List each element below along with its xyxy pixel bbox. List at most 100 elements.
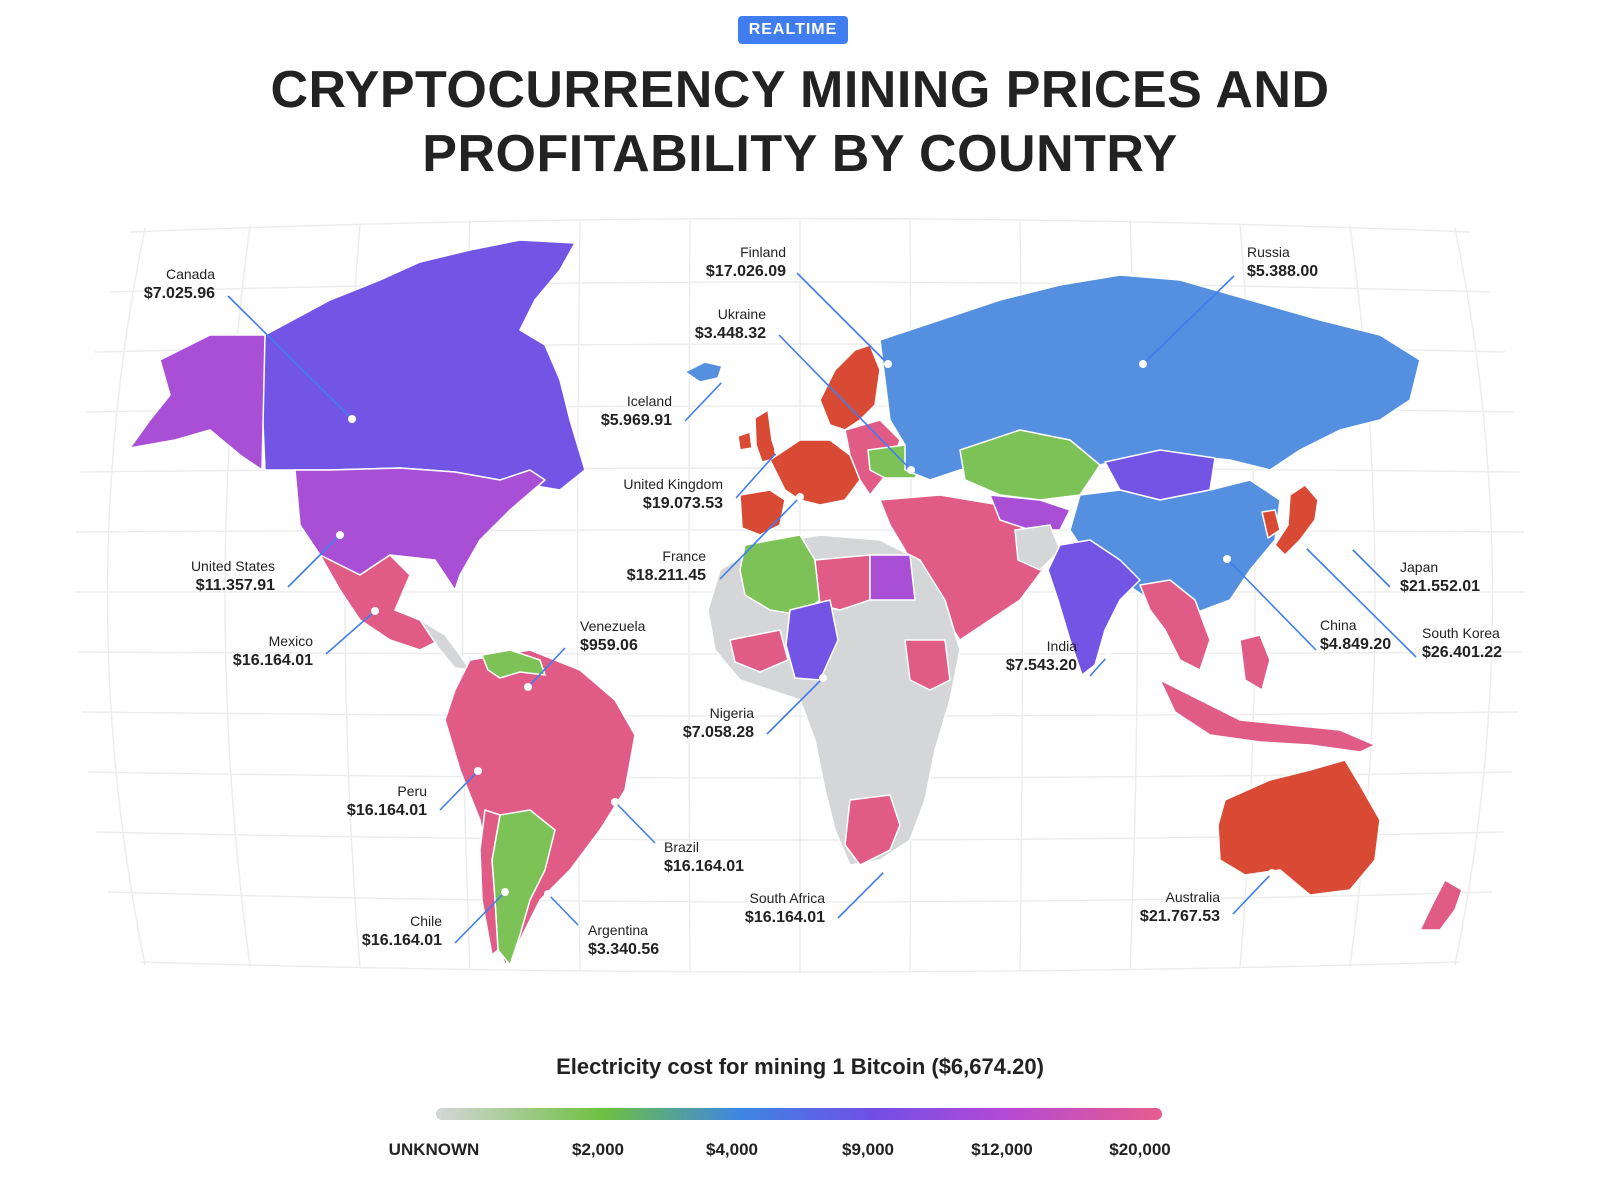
western-europe-region xyxy=(769,439,861,506)
central-asia-region xyxy=(989,494,1071,531)
legend-tick: $20,000 xyxy=(1109,1140,1171,1159)
country-cost-value: $3.340.56 xyxy=(588,941,659,958)
country-cost-value: $7.025.96 xyxy=(144,285,215,302)
country-name-label: Brazil xyxy=(664,839,699,855)
callout-leader-line xyxy=(766,677,824,735)
country-cost-value: $16.164.01 xyxy=(664,858,744,875)
canada-region xyxy=(261,239,586,491)
india-region xyxy=(1047,539,1141,676)
country-name-label: Peru xyxy=(397,783,427,799)
callout-leader-line xyxy=(778,334,912,471)
country-marker-dot xyxy=(611,798,619,806)
south-africa-region xyxy=(844,794,901,866)
country-name-label: Australia xyxy=(1166,889,1221,905)
callout-leader-line xyxy=(1142,275,1235,365)
country-name-label: Iceland xyxy=(627,393,672,409)
callout-leader-line xyxy=(439,770,479,811)
country-cost-value: $17.026.09 xyxy=(706,263,786,280)
country-marker-dot xyxy=(884,360,892,368)
venezuela-region xyxy=(481,649,546,679)
country-cost-value: $16.164.01 xyxy=(347,802,427,819)
country-callouts: Canada $7.025.96 United States $11.357.91 Me… xyxy=(144,244,1502,958)
callout-leader-line xyxy=(547,893,579,926)
callout-leader-line xyxy=(719,496,801,580)
country-marker-dot xyxy=(501,888,509,896)
legend-tick: UNKNOWN xyxy=(388,1140,480,1159)
callout-leader-line xyxy=(684,379,725,422)
country-name-label: South Africa xyxy=(750,890,826,906)
country-name-label: Venezuela xyxy=(580,618,646,634)
japan-region xyxy=(1274,484,1319,556)
country-name-label: Ukraine xyxy=(718,306,766,322)
country-name-label: France xyxy=(662,548,706,564)
country-cost-value: $19.073.53 xyxy=(643,495,723,512)
country-cost-value: $959.06 xyxy=(580,637,638,654)
title-line-1: CRYPTOCURRENCY MINING PRICES AND xyxy=(270,61,1330,119)
country-cost-value: $26.401.22 xyxy=(1422,644,1502,661)
country-cost-value: $7.058.28 xyxy=(683,724,754,741)
country-marker-dot xyxy=(1139,360,1147,368)
legend-tick: $2,000 xyxy=(572,1140,624,1159)
country-marker-dot xyxy=(474,767,482,775)
callout-leader-line xyxy=(454,891,506,944)
callout-leader-line xyxy=(837,869,887,919)
australia-region xyxy=(1217,759,1381,896)
country-marker-dot xyxy=(796,493,804,501)
callout-leader-line xyxy=(1226,558,1317,651)
page-title: CRYPTOCURRENCY MINING PRICES AND PROFITA… xyxy=(0,58,1600,186)
afghanistan-region xyxy=(1014,524,1061,571)
callout-leader-line xyxy=(287,534,341,588)
country-name-label: Chile xyxy=(410,913,442,929)
callout-leader-line xyxy=(227,295,353,420)
country-marker-dot xyxy=(336,531,344,539)
country-cost-value: $11.357.91 xyxy=(196,577,275,594)
country-name-label: United Kingdom xyxy=(623,476,723,492)
legend-tick: $4,000 xyxy=(706,1140,758,1159)
west-africa-region xyxy=(729,629,789,673)
indonesia-region xyxy=(1159,679,1376,753)
country-name-label: United States xyxy=(191,558,275,574)
legend-color-scale xyxy=(436,1108,1162,1120)
legend-tick: $12,000 xyxy=(971,1140,1033,1159)
iberia-region xyxy=(739,489,786,536)
ireland-region xyxy=(737,431,753,451)
country-marker-dot xyxy=(774,447,782,455)
country-name-label: India xyxy=(1047,638,1078,654)
country-marker-dot xyxy=(1300,542,1308,550)
country-marker-dot xyxy=(544,890,552,898)
country-marker-dot xyxy=(819,674,827,682)
country-marker-dot xyxy=(882,866,890,874)
callout-leader-line xyxy=(325,610,376,655)
callout-leader-line xyxy=(1349,546,1391,588)
country-cost-value: $3.448.32 xyxy=(695,325,766,342)
country-marker-dot xyxy=(1104,652,1112,660)
country-marker-dot xyxy=(907,466,915,474)
country-cost-value: $7.543.20 xyxy=(1006,657,1077,674)
legend-ticks: UNKNOWN $2,000 $4,000 $9,000 $12,000 $20… xyxy=(0,1140,1600,1164)
country-cost-value: $18.211.45 xyxy=(627,567,706,584)
country-name-label: Canada xyxy=(166,266,215,282)
country-marker-dot xyxy=(1346,543,1354,551)
callout-leader-line xyxy=(1303,545,1417,658)
country-marker-dot xyxy=(371,607,379,615)
country-cost-value: $5.969.91 xyxy=(601,412,672,429)
country-cost-value: $16.164.01 xyxy=(362,932,442,949)
russia-region xyxy=(879,274,1421,481)
country-cost-value: $16.164.01 xyxy=(233,652,313,669)
iceland-region xyxy=(684,361,723,383)
country-marker-dot xyxy=(720,376,728,384)
africa-region xyxy=(707,534,961,866)
southeast-asia-region xyxy=(1139,579,1211,671)
country-name-label: Mexico xyxy=(269,633,314,649)
country-name-label: Russia xyxy=(1247,244,1290,260)
egypt-region xyxy=(869,554,916,601)
country-name-label: Nigeria xyxy=(710,705,755,721)
callout-leader-line xyxy=(527,647,566,688)
callout-leader-line xyxy=(614,801,656,844)
realtime-badge: REALTIME xyxy=(738,16,848,44)
mexico-region xyxy=(319,554,441,651)
map-landmass xyxy=(129,239,1463,966)
country-name-label: South Korea xyxy=(1422,625,1500,641)
country-marker-dot xyxy=(524,683,532,691)
